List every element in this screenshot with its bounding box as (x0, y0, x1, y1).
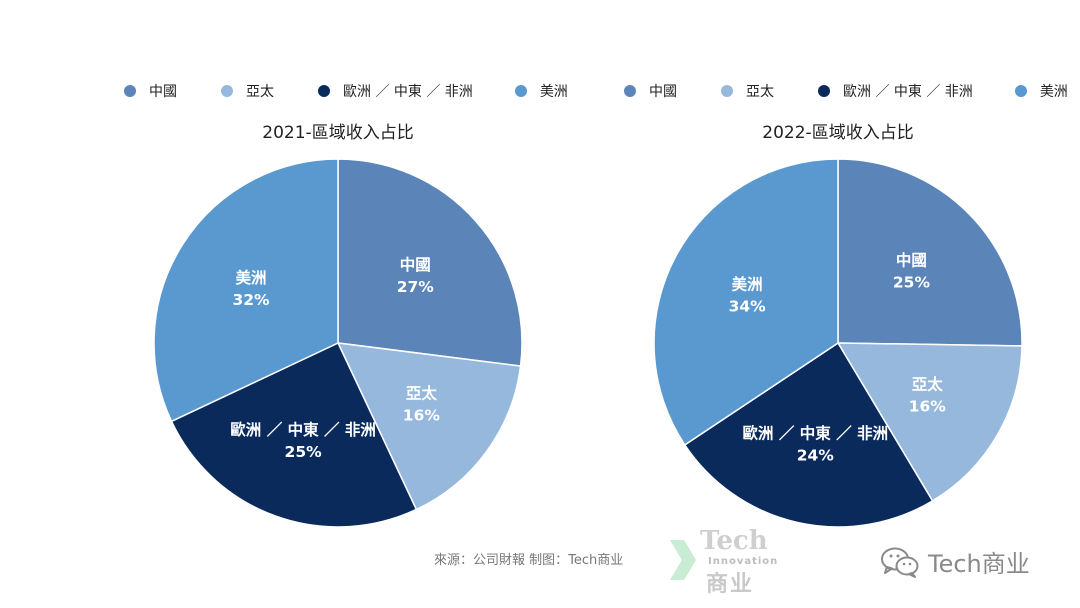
slice-percent-emea: 25% (285, 443, 323, 461)
tech-shangye-logo: Tech Innovation 商业 (668, 526, 779, 597)
slice-label-americas: 美洲 32% (232, 268, 270, 309)
legend-swatch-china (124, 85, 136, 97)
pie-slice-china (837, 158, 1023, 347)
logo-text-innovation: Innovation (708, 556, 779, 567)
slice-label-apac: 亞太 16% (909, 375, 947, 416)
legend-swatch-americas (514, 85, 527, 97)
slice-label-emea: 歐洲 ／ 中東 ／ 非洲 25% (230, 420, 376, 461)
slice-percent-americas: 34% (729, 297, 767, 315)
legend-label-americas: 美洲 (539, 84, 568, 100)
pie-slice-emea (170, 342, 418, 528)
slice-name-china: 中國 (400, 255, 431, 274)
slice-label-apac: 亞太 16% (403, 384, 441, 425)
wechat-watermark: Tech商业 (880, 544, 1030, 579)
source-note: 來源：公司財報 制图：Tech商业 (434, 553, 624, 568)
slice-label-china: 中國 27% (397, 255, 435, 296)
pie-slice-apac (836, 342, 1023, 502)
slice-percent-apac: 16% (909, 398, 947, 416)
pie-slice-apac (336, 342, 522, 511)
legend-item-emea-2: 歐洲 ／ 中東 ／ 非洲 (818, 81, 973, 101)
legend-label-apac: 亞太 (246, 84, 274, 100)
logo-text-tech: Tech (700, 526, 768, 556)
legend-item-americas: 美洲 (514, 81, 568, 101)
legend-item-americas-2: 美洲 (1014, 81, 1068, 101)
legend-swatch-apac (221, 85, 233, 97)
pie-slice-americas (653, 158, 839, 446)
legend-item-apac-2: 亞太 (721, 81, 774, 101)
slice-percent-americas: 32% (232, 291, 270, 309)
slice-label-china: 中國 25% (893, 251, 931, 292)
legend-item-china: 中國 (124, 81, 177, 101)
legend-item-china-2: 中國 (624, 81, 677, 101)
legend-swatch-apac-2 (721, 85, 733, 97)
slice-name-emea: 歐洲 ／ 中東 ／ 非洲 (230, 420, 376, 439)
chart-title-2021: 2021-區域收入占比 (262, 123, 414, 143)
legend-label-china: 中國 (149, 84, 177, 100)
legend-label-apac-2: 亞太 (746, 84, 774, 100)
legend-label-emea-2: 歐洲 ／ 中東 ／ 非洲 (843, 84, 973, 100)
logo-text-shangye: 商业 (706, 572, 755, 597)
legend-label-americas-2: 美洲 (1039, 84, 1068, 100)
legend-item-apac: 亞太 (221, 81, 274, 101)
legend-swatch-china-2 (624, 85, 636, 97)
slice-name-apac: 亞太 (406, 384, 438, 403)
slice-name-americas: 美洲 (732, 274, 763, 293)
slice-name-americas: 美洲 (235, 268, 266, 287)
legend-left: 中國 亞太 歐洲 ／ 中東 ／ 非洲 美洲 (124, 80, 568, 102)
pie-slice-china (337, 158, 523, 367)
slice-percent-china: 27% (397, 278, 435, 296)
slice-name-emea: 歐洲 ／ 中東 ／ 非洲 (743, 424, 889, 443)
slice-percent-emea: 24% (797, 447, 835, 465)
slice-label-emea: 歐洲 ／ 中東 ／ 非洲 24% (743, 424, 889, 465)
chart-title-2022: 2022-區域收入占比 (762, 123, 914, 143)
pie-chart-2022: 中國 25% 亞太 16% 歐洲 ／ 中東 ／ 非洲 24% 美洲 34% (653, 158, 1023, 528)
legend-label-china-2: 中國 (649, 84, 677, 100)
pie-slice-emea (683, 341, 934, 528)
slice-name-apac: 亞太 (912, 375, 944, 394)
legend-item-emea: 歐洲 ／ 中東 ／ 非洲 (318, 81, 473, 101)
wechat-icon (881, 547, 919, 578)
slice-label-americas: 美洲 34% (729, 274, 767, 315)
legend-swatch-emea (318, 85, 330, 97)
legend-swatch-americas-2 (1014, 85, 1027, 97)
legend-right: 中國 亞太 歐洲 ／ 中東 ／ 非洲 美洲 (624, 80, 1068, 102)
legend-label-emea: 歐洲 ／ 中東 ／ 非洲 (343, 84, 473, 100)
legend-swatch-emea-2 (818, 85, 830, 97)
logo-arrow-icon (670, 540, 696, 580)
slice-percent-apac: 16% (403, 407, 441, 425)
watermark-text: Tech商业 (928, 550, 1030, 578)
pie-chart-2021: 中國 27% 亞太 16% 歐洲 ／ 中東 ／ 非洲 25% 美洲 32% (153, 158, 523, 528)
slice-percent-china: 25% (893, 274, 931, 292)
slice-name-china: 中國 (896, 251, 927, 270)
pie-slice-americas (153, 158, 339, 423)
